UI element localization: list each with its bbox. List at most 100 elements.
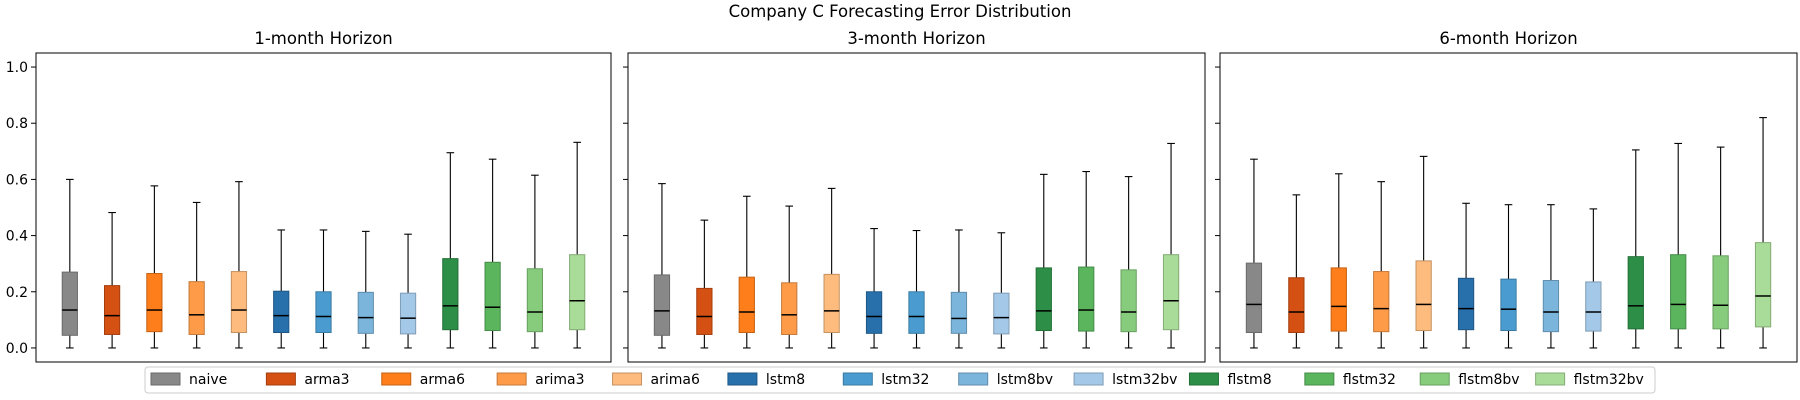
panel-1: 1-month Horizon 0.0 0.2 0.4 0.6 0.8 1.0 bbox=[6, 29, 612, 363]
box-arma6 bbox=[738, 195, 755, 349]
box-arima3 bbox=[188, 201, 205, 349]
legend-label: arma6 bbox=[420, 372, 465, 388]
box-body bbox=[569, 254, 586, 331]
box-body bbox=[950, 291, 968, 334]
y-tick-label: 1.0 bbox=[6, 60, 28, 76]
box-body bbox=[1288, 277, 1305, 334]
box-flstm8 bbox=[1627, 149, 1644, 349]
box-lstm8bv bbox=[1542, 204, 1560, 349]
box-body bbox=[1162, 254, 1180, 331]
box-body bbox=[653, 274, 671, 336]
legend-swatch bbox=[1535, 372, 1566, 386]
box-body bbox=[1712, 255, 1729, 330]
legend-item-arima6: arima6 bbox=[612, 372, 700, 388]
box-naive bbox=[653, 183, 671, 349]
y-tick-label: 0.4 bbox=[6, 229, 28, 245]
legend-swatch bbox=[150, 372, 181, 386]
legend: naive arma3 arma6 arima3 arima6 lstm8 lstm32 ls… bbox=[144, 366, 1656, 394]
legend-label: flstm32 bbox=[1343, 372, 1396, 388]
box-body bbox=[1542, 280, 1560, 333]
box-arima3 bbox=[1373, 181, 1390, 349]
box-flstm32 bbox=[484, 158, 501, 349]
legend-swatch bbox=[381, 372, 412, 386]
box-body bbox=[103, 285, 121, 335]
plot-frame bbox=[1219, 52, 1798, 363]
panel-title: 3-month Horizon bbox=[847, 29, 985, 48]
box-flstm8bv bbox=[526, 174, 544, 349]
box-naive bbox=[61, 178, 78, 349]
legend-item-lstm32: lstm32 bbox=[842, 372, 929, 388]
box-flstm8bv bbox=[1712, 146, 1729, 349]
box-body bbox=[230, 271, 248, 334]
box-lstm32 bbox=[908, 229, 925, 349]
box-arma3 bbox=[103, 212, 121, 349]
legend-swatch bbox=[1073, 372, 1104, 386]
box-flstm8 bbox=[442, 152, 459, 349]
box-body bbox=[1035, 267, 1052, 332]
box-body bbox=[1245, 262, 1263, 334]
legend-label: flstm32bv bbox=[1574, 372, 1644, 388]
legend-label: lstm8 bbox=[766, 372, 805, 388]
box-body bbox=[1373, 271, 1390, 333]
box-lstm8bv bbox=[950, 229, 968, 349]
box-body bbox=[823, 273, 840, 334]
box-body bbox=[61, 271, 78, 336]
box-arma6 bbox=[146, 185, 163, 349]
box-arma3 bbox=[1288, 194, 1305, 349]
legend-swatch bbox=[1419, 372, 1450, 386]
box-body bbox=[315, 291, 332, 334]
panel-3: 6-month Horizon bbox=[1215, 29, 1798, 363]
box-body bbox=[1500, 278, 1517, 332]
legend-swatch bbox=[265, 372, 296, 386]
y-tick-label: 0.6 bbox=[6, 172, 28, 188]
box-body bbox=[1330, 267, 1347, 332]
box-body bbox=[1754, 242, 1772, 328]
legend-item-naive: naive bbox=[150, 372, 227, 388]
legend-swatch bbox=[1304, 372, 1335, 386]
legend-item-flstm8bv: flstm8bv bbox=[1419, 372, 1520, 388]
panel-title: 1-month Horizon bbox=[254, 29, 392, 48]
legend-swatch bbox=[1188, 372, 1219, 386]
legend-label: naive bbox=[189, 372, 227, 388]
legend-swatch bbox=[612, 372, 643, 386]
box-flstm32 bbox=[1670, 142, 1687, 349]
box-body bbox=[188, 281, 205, 335]
legend-label: flstm8 bbox=[1227, 372, 1271, 388]
box-body bbox=[1585, 281, 1602, 332]
legend-item-flstm32: flstm32 bbox=[1304, 372, 1396, 388]
box-arma6 bbox=[1330, 173, 1347, 349]
legend-swatch bbox=[958, 372, 989, 386]
box-body bbox=[1415, 260, 1432, 332]
box-lstm8 bbox=[865, 228, 883, 349]
box-arma3 bbox=[696, 219, 713, 349]
box-naive bbox=[1245, 158, 1263, 349]
box-flstm32bv bbox=[1754, 117, 1772, 349]
box-body bbox=[696, 287, 713, 335]
legend-item-lstm8bv: lstm8bv bbox=[958, 372, 1053, 388]
box-lstm8 bbox=[1457, 202, 1475, 349]
legend-item-arima3: arima3 bbox=[496, 372, 585, 388]
box-body bbox=[484, 261, 501, 332]
legend-swatch bbox=[496, 372, 527, 386]
legend-label: arima3 bbox=[535, 372, 584, 388]
box-flstm8bv bbox=[1120, 176, 1137, 349]
box-lstm32bv bbox=[1585, 208, 1602, 349]
box-body bbox=[273, 290, 290, 334]
box-body bbox=[1457, 277, 1475, 331]
legend-item-flstm32bv: flstm32bv bbox=[1535, 372, 1644, 388]
box-lstm32bv bbox=[993, 232, 1010, 349]
box-arima6 bbox=[230, 181, 248, 349]
panel-2: 3-month Horizon bbox=[623, 29, 1206, 363]
box-body bbox=[781, 282, 798, 335]
plot-frame bbox=[35, 52, 612, 363]
box-body bbox=[1078, 266, 1095, 332]
box-body bbox=[357, 291, 374, 334]
box-body bbox=[526, 268, 544, 333]
box-lstm8 bbox=[273, 229, 290, 349]
box-flstm32 bbox=[1078, 170, 1095, 349]
box-lstm32bv bbox=[399, 233, 417, 349]
box-flstm32bv bbox=[569, 141, 586, 349]
box-lstm8bv bbox=[357, 230, 374, 349]
legend-item-lstm32bv: lstm32bv bbox=[1073, 372, 1177, 388]
